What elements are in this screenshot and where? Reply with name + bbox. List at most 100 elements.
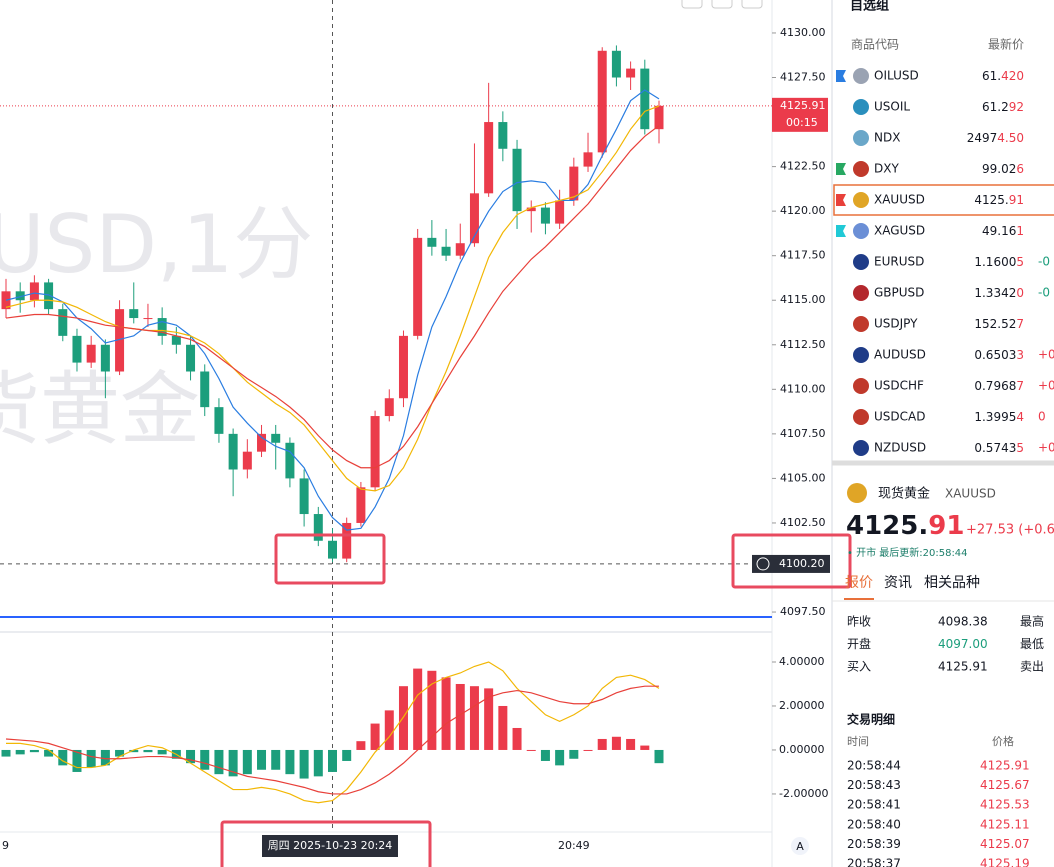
y-tick-label: -2.00000 bbox=[779, 787, 828, 800]
macd-bar bbox=[157, 749, 167, 755]
candle-body bbox=[328, 540, 337, 559]
price: 61.292 bbox=[982, 100, 1024, 114]
change: +0 bbox=[1038, 441, 1054, 455]
auto-button[interactable] bbox=[791, 837, 809, 855]
candle-body bbox=[640, 68, 650, 130]
trade-price: 4125.67 bbox=[980, 778, 1030, 792]
macd-bar bbox=[129, 749, 139, 753]
price: 0.65033 bbox=[974, 348, 1024, 362]
symbol[interactable]: XAGUSD bbox=[874, 224, 925, 238]
price: 61.420 bbox=[982, 69, 1024, 83]
y-tick-label: 4112.50 bbox=[780, 338, 826, 351]
price-tail: 4 bbox=[1016, 410, 1024, 424]
price-main: 0.6503 bbox=[974, 348, 1016, 362]
tab[interactable]: 相关品种 bbox=[924, 575, 980, 591]
price: 1.16005 bbox=[974, 255, 1024, 269]
highlight-box bbox=[731, 533, 852, 589]
candle-body bbox=[427, 237, 437, 247]
symbol[interactable]: DXY bbox=[874, 162, 899, 176]
macd-bar bbox=[356, 741, 366, 750]
row-flag bbox=[836, 194, 846, 206]
change: -0 bbox=[1038, 286, 1050, 300]
candle-body bbox=[44, 282, 54, 310]
price-main: 0.5743 bbox=[974, 441, 1016, 455]
symbol[interactable]: USDCHF bbox=[874, 379, 924, 393]
macd-bar bbox=[640, 745, 650, 750]
symbol[interactable]: GBPUSD bbox=[874, 286, 924, 300]
y-tick-label: 2.00000 bbox=[779, 699, 825, 712]
candle-body bbox=[498, 122, 508, 149]
y-tick-label: 4102.50 bbox=[780, 516, 826, 529]
trade-time: 20:58:37 bbox=[847, 857, 901, 867]
row-flag bbox=[836, 225, 846, 237]
price: 24974.50 bbox=[967, 131, 1024, 145]
tab[interactable]: 报价 bbox=[845, 575, 873, 591]
trade-time: 20:58:40 bbox=[847, 817, 901, 831]
macd-bar bbox=[214, 749, 224, 775]
symbol[interactable]: XAUUSD bbox=[874, 193, 925, 207]
price-tail: 91 bbox=[928, 511, 964, 541]
price-tail: 6 bbox=[1016, 162, 1024, 176]
macd-line bbox=[6, 661, 660, 804]
macd-bar bbox=[228, 749, 238, 777]
price: 4125.91 bbox=[974, 193, 1024, 207]
gold-icon bbox=[847, 483, 867, 503]
y-tick-label: 4.00000 bbox=[779, 655, 825, 668]
candle-body bbox=[583, 152, 593, 167]
stat-label: 开盘 bbox=[847, 636, 871, 651]
symbol-icon bbox=[853, 409, 869, 425]
column-header: 商品代码 bbox=[851, 37, 899, 52]
symbol-icon bbox=[853, 192, 869, 208]
symbol[interactable]: USDJPY bbox=[874, 317, 918, 331]
candle-body bbox=[58, 309, 68, 336]
symbol[interactable]: AUDUSD bbox=[874, 348, 926, 362]
macd-bar bbox=[413, 668, 423, 750]
stat-label: 买入 bbox=[847, 660, 871, 674]
candle-body bbox=[242, 451, 252, 470]
price-tail: 3 bbox=[1016, 348, 1024, 362]
row-flag bbox=[836, 163, 846, 175]
icon-button[interactable] bbox=[681, 0, 703, 9]
symbol-icon bbox=[853, 440, 869, 456]
price: 0.79687 bbox=[974, 379, 1024, 393]
add-alert-icon[interactable] bbox=[756, 557, 770, 571]
crosshair-price-label: 4100.20 bbox=[779, 557, 825, 570]
price-main: 4125. bbox=[974, 193, 1008, 207]
candle-body bbox=[214, 407, 224, 434]
ma-line bbox=[5, 89, 660, 531]
symbol[interactable]: OILUSD bbox=[874, 69, 919, 83]
macd-bar bbox=[72, 749, 82, 772]
symbol[interactable]: USOIL bbox=[874, 100, 910, 114]
symbol[interactable]: USDCAD bbox=[874, 410, 925, 424]
symbol[interactable]: EURUSD bbox=[874, 255, 924, 269]
icon-button[interactable] bbox=[711, 0, 733, 9]
symbol[interactable]: NZDUSD bbox=[874, 441, 926, 455]
watermark: 货黄金 bbox=[0, 363, 200, 456]
y-tick-label: 4122.50 bbox=[780, 160, 826, 173]
crosshair-time-box bbox=[262, 835, 398, 857]
macd-bar bbox=[86, 749, 96, 768]
column-header: 最新价 bbox=[988, 37, 1024, 52]
candle-body bbox=[626, 68, 636, 78]
macd-bar bbox=[200, 749, 210, 770]
row-flag bbox=[836, 70, 846, 82]
candle-body bbox=[143, 318, 153, 320]
macd-bar bbox=[58, 749, 68, 766]
macd-bar bbox=[569, 749, 579, 759]
icon-button[interactable] bbox=[741, 0, 763, 9]
price-tail: 7 bbox=[1016, 379, 1024, 393]
candle-body bbox=[15, 291, 25, 301]
current-price-label: 4125.91 bbox=[780, 99, 826, 112]
x-tick-label: 20:49 bbox=[558, 839, 590, 852]
trades-header: 价格 bbox=[992, 734, 1014, 748]
macd-bar bbox=[526, 749, 536, 751]
current-price-box bbox=[772, 97, 828, 132]
candle-body bbox=[86, 344, 96, 363]
candle-body bbox=[526, 207, 536, 212]
price: 49.161 bbox=[982, 224, 1024, 238]
macd-bar bbox=[626, 738, 636, 750]
symbol[interactable]: NDX bbox=[874, 131, 900, 145]
price-main: 49.16 bbox=[982, 224, 1016, 238]
tab[interactable]: 资讯 bbox=[884, 575, 912, 591]
highlight-box bbox=[220, 820, 432, 867]
